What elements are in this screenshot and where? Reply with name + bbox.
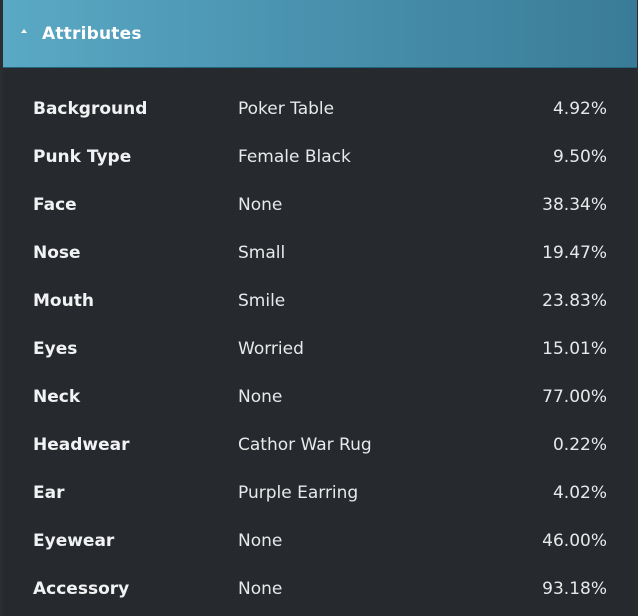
attribute-row: Eyes Worried 15.01% xyxy=(3,325,637,373)
attribute-name: Eyes xyxy=(33,339,78,359)
attribute-value: Female Black xyxy=(238,147,351,167)
attribute-value: Cathor War Rug xyxy=(238,435,372,455)
attribute-percent: 93.18% xyxy=(542,579,607,599)
attribute-name: Neck xyxy=(33,387,81,407)
attribute-row: Accessory None 93.18% xyxy=(3,565,637,613)
attribute-percent: 23.83% xyxy=(542,291,607,311)
attribute-name: Mouth xyxy=(33,291,94,311)
attribute-percent: 19.47% xyxy=(542,243,607,263)
attribute-row: Background Poker Table 4.92% xyxy=(3,85,637,133)
attribute-name: Eyewear xyxy=(33,531,115,551)
attribute-value: None xyxy=(238,195,283,215)
attribute-percent: 77.00% xyxy=(542,387,607,407)
attribute-row: Mouth Smile 23.83% xyxy=(3,277,637,325)
attribute-row: Headwear Cathor War Rug 0.22% xyxy=(3,421,637,469)
attribute-value: Poker Table xyxy=(238,99,335,119)
attribute-row: Eyewear None 46.00% xyxy=(3,517,637,565)
attribute-value: None xyxy=(238,531,283,551)
attribute-name: Accessory xyxy=(33,579,130,599)
attribute-name: Face xyxy=(33,195,77,215)
attribute-percent: 0.22% xyxy=(552,435,607,455)
attribute-value: Worried xyxy=(238,339,304,359)
attributes-panel: Attributes Background Poker Table 4.92% … xyxy=(3,0,637,616)
attribute-row: Punk Type Female Black 9.50% xyxy=(3,133,637,181)
caret-up-icon xyxy=(21,28,27,33)
attribute-row: Ear Purple Earring 4.02% xyxy=(3,469,637,517)
attribute-percent: 4.02% xyxy=(552,483,607,503)
attribute-percent: 46.00% xyxy=(542,531,607,551)
attribute-value: None xyxy=(238,579,283,599)
attribute-percent: 4.92% xyxy=(552,99,607,119)
attribute-value: None xyxy=(238,387,283,407)
attribute-percent: 38.34% xyxy=(542,195,607,215)
attribute-name: Punk Type xyxy=(33,147,132,167)
attribute-row: Neck None 77.00% xyxy=(3,373,637,421)
attribute-name: Ear xyxy=(33,483,65,503)
attribute-row: Nose Small 19.47% xyxy=(3,229,637,277)
attributes-list: Background Poker Table 4.92% Punk Type F… xyxy=(3,68,637,613)
attribute-name: Background xyxy=(33,99,148,119)
attribute-percent: 15.01% xyxy=(542,339,607,359)
attribute-value: Small xyxy=(238,243,286,263)
attribute-value: Purple Earring xyxy=(238,483,359,503)
attribute-percent: 9.50% xyxy=(552,147,607,167)
attributes-header[interactable]: Attributes xyxy=(3,0,637,68)
attribute-name: Headwear xyxy=(33,435,130,455)
attribute-value: Smile xyxy=(238,291,286,311)
attribute-name: Nose xyxy=(33,243,81,263)
attributes-title: Attributes xyxy=(42,23,142,44)
attribute-row: Face None 38.34% xyxy=(3,181,637,229)
